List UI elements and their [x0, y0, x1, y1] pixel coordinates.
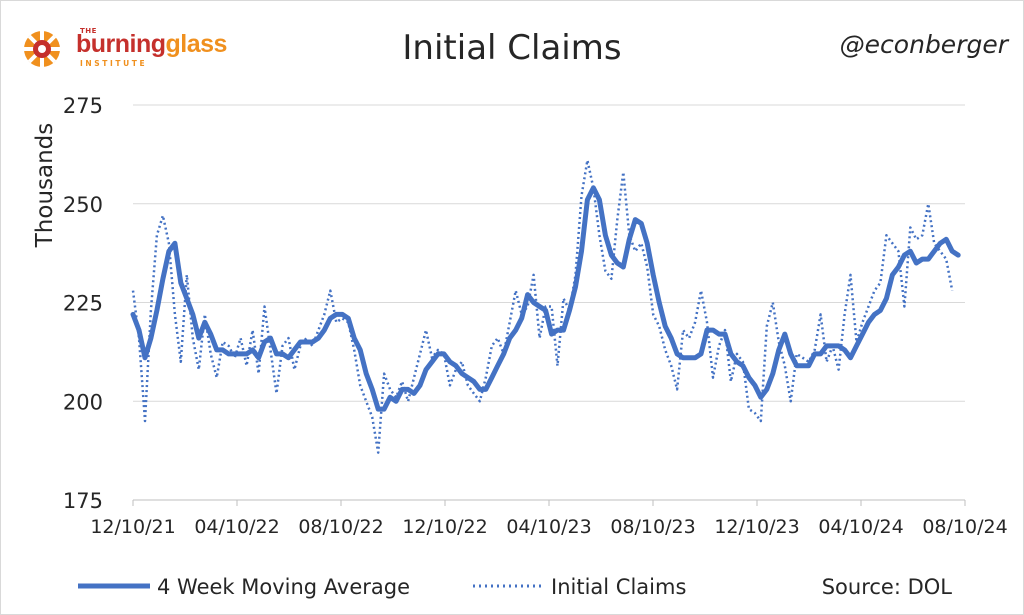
x-tick-label: 12/10/23: [714, 516, 799, 538]
burning-glass-logo: THE burningglass INSTITUTE: [22, 26, 252, 70]
y-tick-label: 200: [63, 390, 103, 414]
legend-ma-label: 4 Week Moving Average: [157, 575, 410, 599]
x-tick-label: 08/10/22: [298, 516, 383, 538]
x-tick-label: 08/10/24: [922, 516, 1007, 538]
series-layer: [130, 159, 961, 454]
logo-institute-text: INSTITUTE: [80, 59, 148, 68]
x-tick-label: 04/10/22: [194, 516, 279, 538]
source-note: Source: DOL: [822, 575, 953, 599]
series-line-initial-claims: [131, 159, 954, 454]
logo-word-burning: burning: [76, 30, 166, 58]
legend: 4 Week Moving Average Initial Claims Sou…: [78, 575, 952, 599]
logo-the-text: THE: [80, 27, 97, 35]
y-axis-label: Thousands: [32, 123, 58, 249]
series-line-moving-average: [130, 185, 961, 412]
y-tick-label: 225: [63, 292, 103, 316]
gridlines: [132, 104, 966, 506]
y-tick-labels: 175 200 225 250 275: [63, 94, 103, 513]
x-tick-label: 08/10/23: [610, 516, 695, 538]
chart-title: Initial Claims: [402, 28, 622, 68]
author-handle: @econberger: [839, 30, 1008, 59]
burning-glass-logo-icon: [24, 31, 60, 67]
y-tick-label: 250: [63, 193, 103, 217]
logo-wordmark: burningglass: [76, 30, 227, 58]
x-tick-label: 04/10/24: [818, 516, 903, 538]
legend-claims-label: Initial Claims: [551, 575, 686, 599]
x-tick-labels: 12/10/21 04/10/22 08/10/22 12/10/22 04/10/23…: [90, 516, 1007, 538]
y-tick-label: 275: [63, 94, 103, 118]
x-tick-label: 12/10/22: [402, 516, 487, 538]
y-tick-label: 175: [63, 489, 103, 513]
x-tick-label: 04/10/23: [506, 516, 591, 538]
x-tick-label: 12/10/21: [90, 516, 175, 538]
logo-word-glass: glass: [165, 30, 228, 58]
